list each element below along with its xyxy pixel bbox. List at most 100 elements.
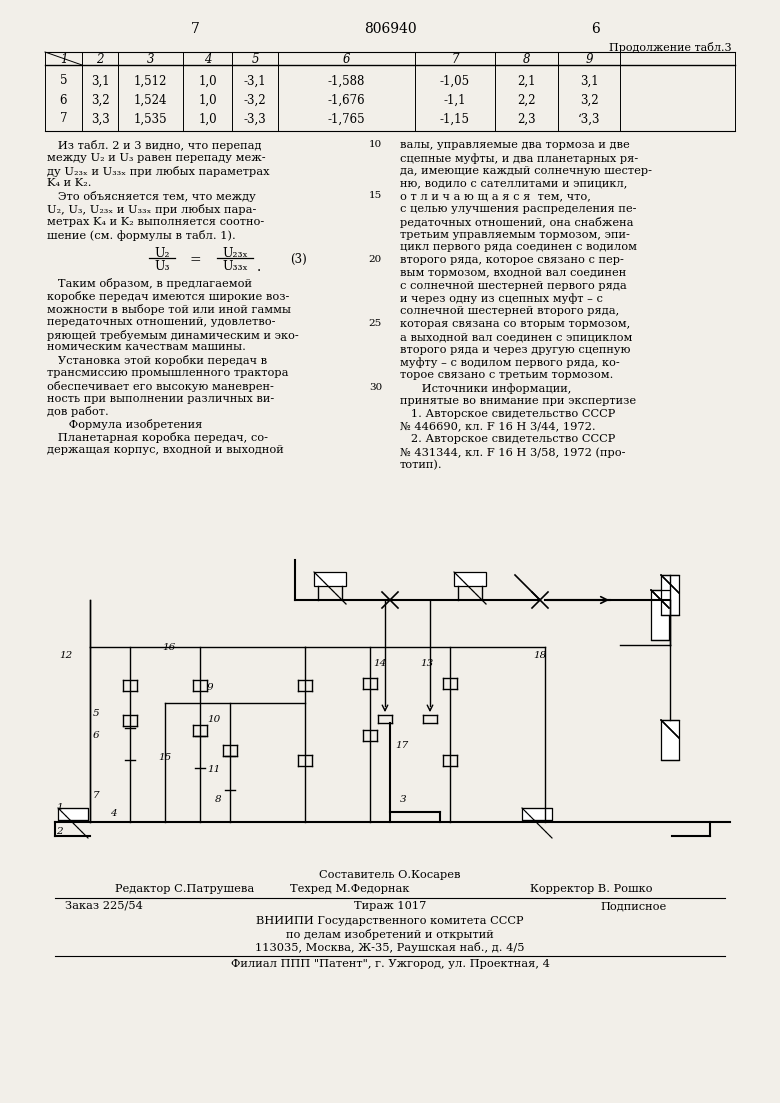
Text: валы, управляемые два тормоза и две: валы, управляемые два тормоза и две <box>400 140 629 150</box>
Text: между U₂ и U₃ равен перепаду меж-: между U₂ и U₃ равен перепаду меж- <box>47 153 266 163</box>
Text: 1,0: 1,0 <box>198 75 217 87</box>
Text: 3,1: 3,1 <box>90 75 109 87</box>
Text: 11: 11 <box>207 765 220 774</box>
Text: 13: 13 <box>420 658 433 667</box>
Text: ность при выполнении различных ви-: ность при выполнении различных ви- <box>47 394 275 404</box>
Bar <box>314 572 346 586</box>
Text: 15: 15 <box>369 191 382 201</box>
Text: .: . <box>257 260 261 275</box>
Text: 30: 30 <box>369 383 382 393</box>
Text: 1: 1 <box>56 803 62 813</box>
Bar <box>454 572 486 586</box>
Text: Корректор В. Рошко: Корректор В. Рошко <box>530 884 653 895</box>
Text: 25: 25 <box>369 319 382 329</box>
Text: K₄ и K₂.: K₄ и K₂. <box>47 179 91 189</box>
Text: U₃: U₃ <box>154 260 170 274</box>
Text: о т л и ч а ю щ а я с я  тем, что,: о т л и ч а ю щ а я с я тем, что, <box>400 191 591 201</box>
Bar <box>661 575 679 615</box>
Text: 1,535: 1,535 <box>133 113 168 126</box>
Text: 7: 7 <box>93 791 100 800</box>
Text: Установка этой коробки передач в: Установка этой коробки передач в <box>47 355 267 366</box>
Text: метрах K₄ и K₂ выполняется соотно-: метрах K₄ и K₂ выполняется соотно- <box>47 217 264 227</box>
Text: Источники информации,: Источники информации, <box>400 383 572 394</box>
Text: солнечной шестерней второго ряда,: солнечной шестерней второго ряда, <box>400 307 619 317</box>
Text: Заказ 225/54: Заказ 225/54 <box>65 901 143 911</box>
Text: и через одну из сцепных муфт – с: и через одну из сцепных муфт – с <box>400 293 603 304</box>
Bar <box>522 808 552 820</box>
Text: (3): (3) <box>290 254 307 267</box>
Text: ряющей требуемым динамическим и эко-: ряющей требуемым динамическим и эко- <box>47 330 299 341</box>
Text: трансмиссию промышленного трактора: трансмиссию промышленного трактора <box>47 368 289 378</box>
Text: 806940: 806940 <box>363 22 417 36</box>
Text: принятые во внимание при экспертизе: принятые во внимание при экспертизе <box>400 396 636 406</box>
Text: с целью улучшения распределения пе-: с целью улучшения распределения пе- <box>400 204 636 214</box>
Text: передаточных отношений, удовлетво-: передаточных отношений, удовлетво- <box>47 317 275 326</box>
Text: 1,0: 1,0 <box>198 113 217 126</box>
Text: 3,3: 3,3 <box>90 113 109 126</box>
Text: 6: 6 <box>60 94 67 107</box>
Text: 3: 3 <box>400 795 406 804</box>
Text: редаточных отношений, она снабжена: редаточных отношений, она снабжена <box>400 217 633 228</box>
Text: 6: 6 <box>590 22 599 36</box>
Text: 5: 5 <box>60 75 67 87</box>
Text: 18: 18 <box>533 652 546 661</box>
Text: 6: 6 <box>93 731 100 740</box>
Text: 2: 2 <box>56 827 62 836</box>
Text: Из табл. 2 и 3 видно, что перепад: Из табл. 2 и 3 видно, что перепад <box>47 140 261 151</box>
Text: 2,2: 2,2 <box>517 94 536 107</box>
Text: ‘3,3: ‘3,3 <box>578 113 601 126</box>
Bar <box>651 590 669 640</box>
Text: цикл первого ряда соединен с водилом: цикл первого ряда соединен с водилом <box>400 243 637 253</box>
Text: =: = <box>190 254 200 267</box>
Text: 2,3: 2,3 <box>517 113 536 126</box>
Text: U₂₃ₓ: U₂₃ₓ <box>222 247 248 260</box>
Text: -3,2: -3,2 <box>243 94 266 107</box>
Text: 7: 7 <box>452 53 459 66</box>
Text: -1,1: -1,1 <box>444 94 466 107</box>
Text: дов работ.: дов работ. <box>47 406 108 417</box>
Text: Формула изобретения: Формула изобретения <box>47 419 202 430</box>
Text: U₃₃ₓ: U₃₃ₓ <box>222 260 248 274</box>
Text: № 446690, кл. F 16 H 3/44, 1972.: № 446690, кл. F 16 H 3/44, 1972. <box>400 421 596 431</box>
Text: 1,0: 1,0 <box>198 94 217 107</box>
Text: 2,1: 2,1 <box>517 75 536 87</box>
Text: которая связана со вторым тормозом,: которая связана со вторым тормозом, <box>400 319 630 329</box>
Text: Составитель О.Косарев: Составитель О.Косарев <box>319 870 461 880</box>
Text: да, имеющие каждый солнечную шестер-: да, имеющие каждый солнечную шестер- <box>400 165 652 175</box>
Text: 3: 3 <box>147 53 154 66</box>
Text: 12: 12 <box>59 651 73 660</box>
Text: 113035, Москва, Ж-35, Раушская наб., д. 4/5: 113035, Москва, Ж-35, Раушская наб., д. … <box>255 942 525 953</box>
Text: держащая корпус, входной и выходной: держащая корпус, входной и выходной <box>47 445 284 454</box>
Text: можности в выборе той или иной гаммы: можности в выборе той или иной гаммы <box>47 304 291 315</box>
Text: коробке передач имеются широкие воз-: коробке передач имеются широкие воз- <box>47 291 289 302</box>
Text: -1,676: -1,676 <box>328 94 365 107</box>
Text: 8: 8 <box>215 795 222 804</box>
Text: 5: 5 <box>251 53 259 66</box>
Text: вым тормозом, входной вал соединен: вым тормозом, входной вал соединен <box>400 268 626 278</box>
Text: 2. Авторское свидетельство СССР: 2. Авторское свидетельство СССР <box>400 435 615 445</box>
Text: по делам изобретений и открытий: по делам изобретений и открытий <box>286 929 494 940</box>
Text: 16: 16 <box>162 643 176 653</box>
Text: обеспечивает его высокую маневрен-: обеспечивает его высокую маневрен- <box>47 381 274 392</box>
Text: ню, водило с сателлитами и эпицикл,: ню, водило с сателлитами и эпицикл, <box>400 179 627 189</box>
Text: 4: 4 <box>204 53 211 66</box>
Text: ду U₂₃ₓ и U₃₃ₓ при любых параметрах: ду U₂₃ₓ и U₃₃ₓ при любых параметрах <box>47 165 270 176</box>
Text: -1,765: -1,765 <box>328 113 365 126</box>
Text: ВНИИПИ Государственного комитета СССР: ВНИИПИ Государственного комитета СССР <box>257 915 523 927</box>
Text: 14: 14 <box>373 658 386 667</box>
Text: 3,2: 3,2 <box>580 94 598 107</box>
Text: -3,3: -3,3 <box>243 113 267 126</box>
Text: 15: 15 <box>158 753 172 762</box>
Text: 17: 17 <box>395 740 408 750</box>
Text: номическим качествам машины.: номическим качествам машины. <box>47 342 246 352</box>
Text: второго ряда и через другую сцепную: второго ряда и через другую сцепную <box>400 345 630 355</box>
Text: -3,1: -3,1 <box>243 75 266 87</box>
Text: 3,2: 3,2 <box>90 94 109 107</box>
Text: U₂, U₃, U₂₃ₓ и U₃₃ₓ при любых пара-: U₂, U₃, U₂₃ₓ и U₃₃ₓ при любых пара- <box>47 204 257 215</box>
Text: 3,1: 3,1 <box>580 75 598 87</box>
Text: 8: 8 <box>523 53 530 66</box>
Text: 1,524: 1,524 <box>133 94 167 107</box>
Text: 9: 9 <box>585 53 593 66</box>
Text: -1,15: -1,15 <box>440 113 470 126</box>
Text: 9: 9 <box>207 684 214 693</box>
